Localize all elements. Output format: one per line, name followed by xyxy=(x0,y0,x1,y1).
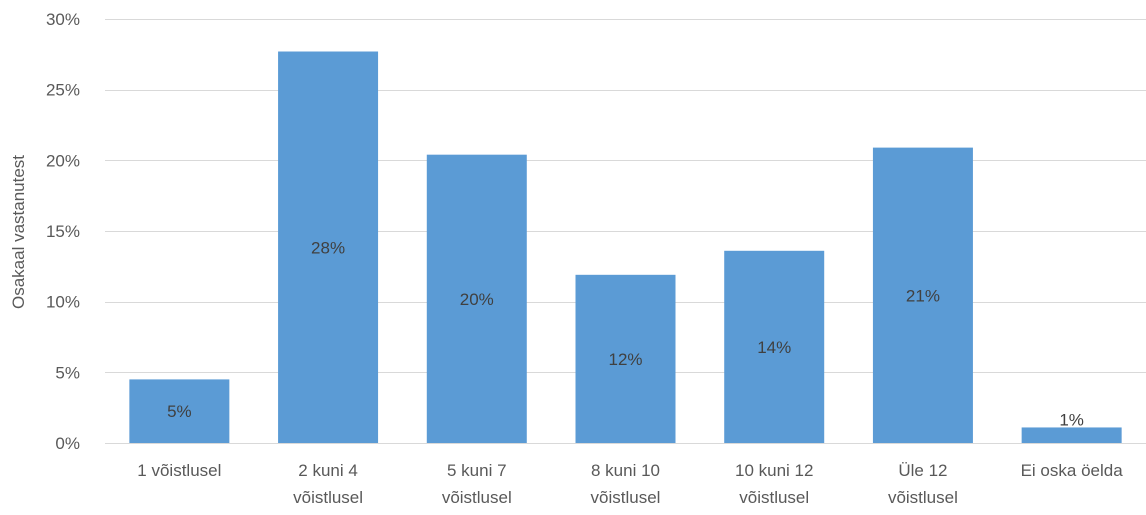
data-label: 12% xyxy=(608,350,642,369)
category-label: Ei oska öelda xyxy=(1021,461,1124,480)
bar xyxy=(724,250,825,443)
data-label: 28% xyxy=(311,238,345,257)
y-tick-label: 15% xyxy=(46,222,80,241)
data-label: 1% xyxy=(1059,410,1084,429)
y-tick-label: 5% xyxy=(55,363,80,382)
data-label: 21% xyxy=(906,286,940,305)
category-label: Üle 12 võistlusel xyxy=(888,461,958,507)
bar xyxy=(426,154,527,443)
category-label: 10 kuni 12 võistlusel xyxy=(735,461,813,507)
category-label: 2 kuni 4 võistlusel xyxy=(293,461,363,507)
bars xyxy=(129,51,1122,444)
bar xyxy=(129,379,230,443)
bar xyxy=(1021,427,1122,443)
category-label: 5 kuni 7 võistlusel xyxy=(442,461,512,507)
y-tick-label: 30% xyxy=(46,10,80,29)
bar xyxy=(575,274,676,443)
data-label: 5% xyxy=(167,402,192,421)
data-label: 14% xyxy=(757,338,791,357)
y-tick-label: 25% xyxy=(46,81,80,100)
y-axis-ticks: 0% 5% 10% 15% 20% 25% 30% xyxy=(46,10,80,453)
x-axis-categories: 1 võistlusel 2 kuni 4 võistlusel 5 kuni 7 võ… xyxy=(137,461,1123,507)
bar xyxy=(278,51,379,444)
y-tick-label: 10% xyxy=(46,293,80,312)
category-label: 8 kuni 10 võistlusel xyxy=(591,461,661,507)
y-tick-label: 0% xyxy=(55,434,80,453)
bar xyxy=(872,147,973,443)
y-axis-title: Osakaal vastanutest xyxy=(9,155,28,309)
y-tick-label: 20% xyxy=(46,151,80,170)
category-label: 1 võistlusel xyxy=(137,461,221,480)
data-labels: 5% 28% 20% 12% 14% 21% 1% xyxy=(167,238,1084,429)
data-label: 20% xyxy=(460,290,494,309)
